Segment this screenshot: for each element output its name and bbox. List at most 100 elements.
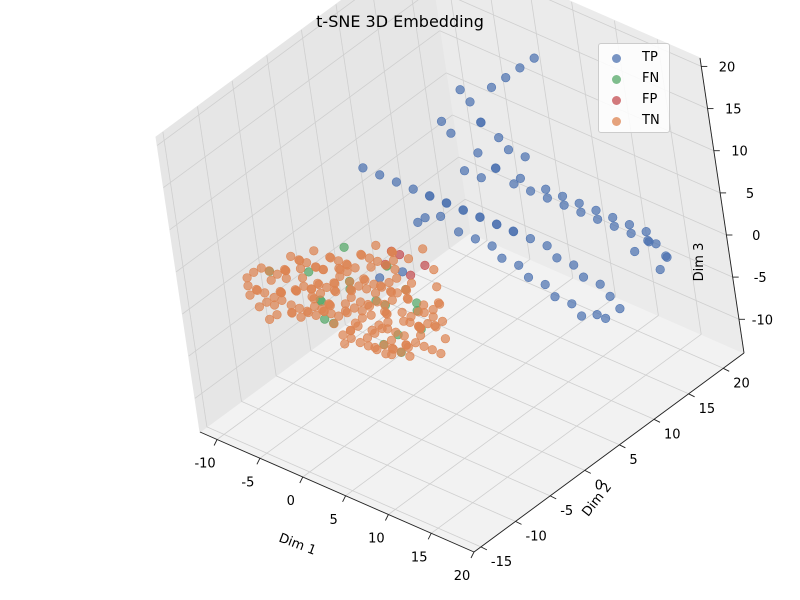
z-tick-label: 0 xyxy=(752,229,760,244)
y-tick-mark xyxy=(549,495,557,500)
scatter-point-tn xyxy=(346,333,356,344)
chart-title: t-SNE 3D Embedding xyxy=(316,12,484,31)
x-tick-label: -10 xyxy=(194,457,215,472)
scatter-point-tp xyxy=(641,227,651,237)
x-tick-label: 10 xyxy=(368,532,385,547)
scatter-point-tn xyxy=(381,260,391,270)
scatter-point-tn xyxy=(362,333,373,343)
legend-item-tn: TN xyxy=(599,111,669,131)
scatter-point-tp xyxy=(515,63,525,73)
scatter-point-tn xyxy=(315,288,326,299)
scatter-point-tn xyxy=(406,278,417,288)
legend-label-fn: FN xyxy=(642,71,660,86)
scatter-point-tp xyxy=(525,186,536,196)
scatter-point-tn xyxy=(264,266,274,276)
y-tick-label: -5 xyxy=(560,504,573,519)
grid-line-z-back xyxy=(445,72,721,194)
scatter-point-tp xyxy=(413,217,423,227)
y-tick-mark xyxy=(584,469,592,474)
scatter-point-tp xyxy=(644,237,654,247)
scatter-point-tp xyxy=(497,253,507,263)
scatter-point-tn xyxy=(392,288,402,298)
scatter-point-tn xyxy=(427,345,437,355)
scatter-point-tn xyxy=(309,246,319,256)
grid-line-y-floor xyxy=(449,247,724,369)
x-tick-label: 15 xyxy=(411,550,428,565)
scatter-point-tp xyxy=(465,97,475,107)
scatter-point-tp xyxy=(487,241,497,251)
scatter-point-tn xyxy=(272,269,282,279)
scatter-point-tn xyxy=(262,297,272,307)
scatter-point-tn xyxy=(329,285,340,295)
scatter-point-tn xyxy=(372,345,382,355)
scatter-point-tn xyxy=(362,284,372,294)
scatter-point-tn xyxy=(286,251,296,261)
scatter-point-tn xyxy=(287,308,297,318)
scatter-point-tn xyxy=(256,263,266,273)
scatter-point-tp xyxy=(615,304,625,314)
scatter-point-fn xyxy=(339,242,349,252)
scatter-point-tn xyxy=(419,300,429,310)
scatter-point-tp xyxy=(626,228,636,238)
grid-line-x-floor xyxy=(345,296,616,497)
scatter-point-tn xyxy=(249,267,259,277)
scatter-point-tp xyxy=(592,214,603,224)
scatter-point-tn xyxy=(387,247,397,257)
scatter-point-tp xyxy=(605,291,615,302)
scatter-point-tn xyxy=(419,341,429,352)
scatter-point-tn xyxy=(403,294,413,304)
x-tick-mark xyxy=(342,495,347,503)
scatter-point-tn xyxy=(429,265,439,275)
scatter-point-tp xyxy=(436,211,446,221)
axis-panes xyxy=(155,0,745,553)
scatter-point-tp xyxy=(576,207,586,217)
scatter-point-tn xyxy=(363,341,374,351)
scatter-point-tp xyxy=(520,152,530,162)
scatter-point-tp xyxy=(375,170,385,180)
scatter-point-tn xyxy=(325,252,335,262)
scatter-point-tp xyxy=(542,193,553,203)
scatter-point-tn xyxy=(294,303,305,313)
scatter-point-tn xyxy=(355,337,365,348)
legend-marker-fp xyxy=(612,96,621,105)
scatter-point-tp xyxy=(475,212,485,222)
grid-line-y-floor xyxy=(206,426,482,548)
scatter-point-tp xyxy=(591,205,601,215)
grid-line-z-left xyxy=(163,0,419,188)
grid-line-x-back xyxy=(490,0,531,260)
scatter-point-tp xyxy=(509,179,519,189)
scatter-point-tp xyxy=(569,260,579,270)
scatter-point-tn xyxy=(401,285,412,296)
scatter-point-tn xyxy=(342,267,352,277)
grid-line-x-back xyxy=(571,1,616,297)
scatter-point-tn xyxy=(309,294,319,304)
scatter-point-tp xyxy=(525,234,536,244)
scatter-point-tn xyxy=(432,282,442,292)
y-tick-label: 20 xyxy=(733,376,750,391)
scatter-point-tp xyxy=(576,311,587,321)
scatter-point-tn xyxy=(333,256,344,266)
scatter-point-fp xyxy=(406,270,416,280)
scatter-point-tn xyxy=(254,302,264,312)
scatter-point-tp xyxy=(523,272,534,283)
grid-line-x-floor xyxy=(259,258,531,459)
scatter-point-tn xyxy=(380,307,390,317)
scatter-point-tp xyxy=(514,260,524,270)
scatter-point-tn xyxy=(431,322,441,332)
y-tick-mark xyxy=(653,418,661,423)
scatter-point-tp xyxy=(624,220,635,230)
scatter-point-tn xyxy=(381,349,391,359)
grid-line-z-left xyxy=(194,198,466,399)
scatter-point-tp xyxy=(559,200,569,210)
scatter-point-tn xyxy=(405,317,415,328)
scatter-point-tn xyxy=(372,256,383,267)
scatter-point-tn xyxy=(334,263,344,274)
scatter-point-tn xyxy=(386,335,397,345)
scatter-point-tp xyxy=(476,117,486,127)
scatter-point-tn xyxy=(370,288,381,298)
scatter-point-tp xyxy=(473,148,483,158)
y-tick-mark xyxy=(515,520,522,525)
scatter-point-tn xyxy=(388,344,398,354)
z-tick-label: 5 xyxy=(746,187,754,202)
scatter-point-tn xyxy=(411,338,421,348)
